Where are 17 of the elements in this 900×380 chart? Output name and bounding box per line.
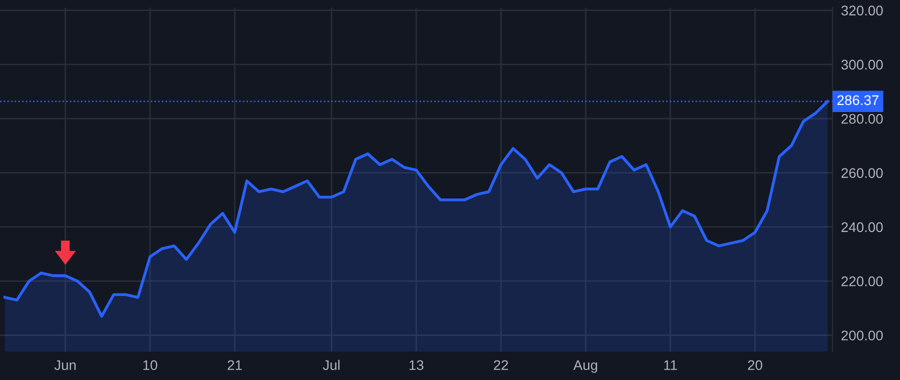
x-tick-label: 22 bbox=[494, 360, 508, 370]
ref-line-label: 286.37 bbox=[837, 95, 878, 106]
y-tick-label: 200.00 bbox=[842, 330, 883, 340]
y-tick-label: 280.00 bbox=[842, 114, 883, 124]
x-tick-label: Jun bbox=[54, 360, 76, 370]
x-tick-label: 10 bbox=[143, 360, 158, 370]
y-tick-label: 300.00 bbox=[841, 60, 883, 70]
x-tick-label: 21 bbox=[228, 360, 242, 370]
y-tick-label: 220.00 bbox=[842, 276, 883, 286]
y-tick-label: 240.00 bbox=[842, 222, 883, 232]
x-tick-label: Aug bbox=[573, 360, 598, 373]
x-tick-label: 20 bbox=[748, 360, 762, 370]
y-tick-label: 320.00 bbox=[841, 6, 883, 16]
x-tick-label: Jul bbox=[322, 360, 340, 370]
x-tick-label: 13 bbox=[410, 360, 424, 370]
x-tick-label: 11 bbox=[664, 360, 677, 370]
y-tick-label: 260.00 bbox=[842, 168, 883, 178]
